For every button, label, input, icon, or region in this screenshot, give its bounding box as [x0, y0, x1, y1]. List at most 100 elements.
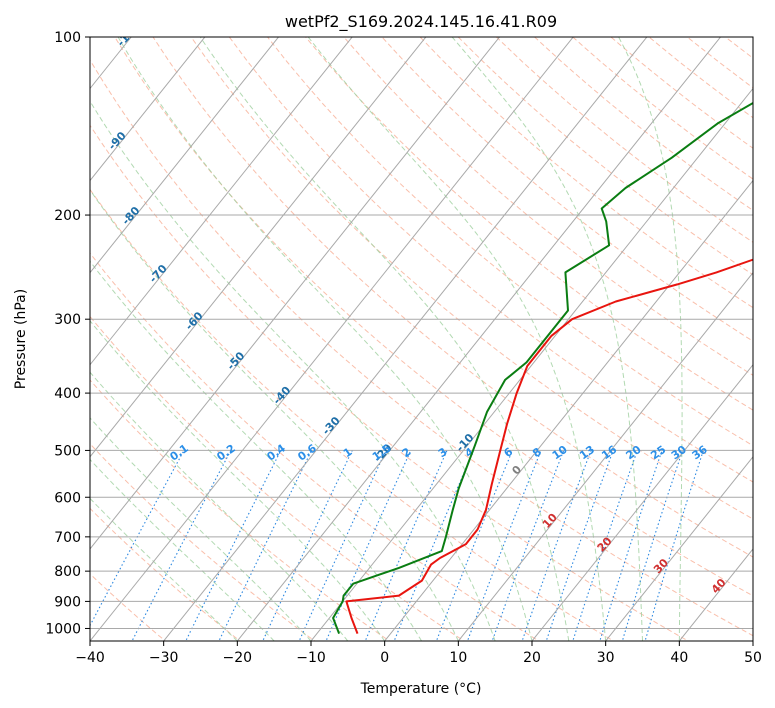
- dry-adiabat-line: [90, 124, 690, 641]
- isotherm-line: [90, 37, 427, 458]
- dewpoint-line: [332, 101, 753, 634]
- y-tick-label: 600: [54, 490, 81, 506]
- mixing-ratio-label: 13: [577, 443, 597, 462]
- mixing-ratio-line: [466, 450, 542, 641]
- dry-adiabat-line: [686, 37, 753, 89]
- isotherm-label: 30: [651, 556, 671, 576]
- temperature-line: [345, 258, 753, 634]
- dry-adiabat-line: [114, 37, 753, 597]
- background-lines: [0, 10, 775, 653]
- mixing-ratio-label: 3: [436, 445, 450, 460]
- dry-adiabat-line: [190, 37, 753, 520]
- dry-adiabat-line: [457, 37, 753, 276]
- mixing-ratio-line: [364, 450, 448, 641]
- mixing-ratio-line: [185, 450, 282, 641]
- isotherm-label: -100: [114, 20, 143, 49]
- mixing-ratio-line: [90, 450, 185, 627]
- mixing-ratio-label: 16: [599, 443, 619, 463]
- mixing-ratio-line: [644, 450, 704, 641]
- isotherm-label: -60: [183, 309, 206, 333]
- y-tick-label: 500: [54, 443, 81, 459]
- moist-adiabat-line: [451, 37, 643, 641]
- mixing-ratio-line: [491, 450, 565, 641]
- mixing-ratio-line: [262, 450, 353, 641]
- mixing-ratio-label: 36: [690, 443, 710, 463]
- isotherm-line: [605, 456, 753, 641]
- x-tick-label: −10: [296, 650, 326, 666]
- mixing-ratio-line: [435, 450, 514, 641]
- isotherm-line: [457, 271, 753, 641]
- isotherm-label: -80: [119, 204, 142, 228]
- mixing-ratio-label: 1: [341, 445, 355, 460]
- isotherm-line: [310, 87, 753, 641]
- x-tick-label: −30: [149, 650, 179, 666]
- isotherm-label: 0: [509, 463, 524, 478]
- mixing-ratio-line: [131, 450, 232, 641]
- x-tick-label: 20: [523, 650, 541, 666]
- isotherm-label: 10: [540, 511, 560, 531]
- y-tick-label: 100: [54, 30, 81, 46]
- dry-adiabat-line: [343, 37, 753, 376]
- dry-adiabat-line: [90, 507, 241, 641]
- y-axis: 100 200 300 400 500 600 700 800 900 1000: [45, 30, 90, 637]
- mixing-ratio-line: [621, 450, 684, 641]
- dry-adiabat-line: [305, 37, 753, 411]
- isotherm-label: -30: [320, 414, 343, 438]
- moist-adiabat-line: [199, 37, 570, 641]
- mixing-ratio-line: [393, 450, 475, 641]
- moist-adiabat-line: [90, 320, 386, 641]
- mixing-ratio-line: [572, 450, 638, 641]
- isotherm-line: [90, 37, 353, 366]
- mixing-ratio-line: [545, 450, 614, 641]
- dry-adiabat-line: [90, 443, 316, 641]
- y-tick-label: 1000: [45, 621, 81, 637]
- x-tick-label: 50: [744, 650, 762, 666]
- mixing-ratio-label: 10: [550, 443, 570, 463]
- mixing-ratio-line: [521, 450, 592, 641]
- mixing-ratio-label: 30: [669, 443, 689, 463]
- mixing-ratio-label: 1.5: [370, 442, 393, 464]
- x-axis-label: Temperature (°C): [360, 681, 482, 697]
- isotherm-line: [90, 37, 501, 550]
- isotherm-label: -70: [147, 262, 170, 286]
- mixing-ratio-line: [599, 450, 663, 641]
- moist-adiabat-line: [90, 371, 349, 641]
- isotherm-label: -40: [270, 384, 293, 408]
- y-tick-label: 400: [54, 386, 81, 402]
- x-tick-label: −40: [75, 650, 105, 666]
- dry-adiabat-line: [90, 252, 540, 641]
- isotherm-line: [384, 179, 753, 641]
- chart-title: wetPf2_S169.2024.145.16.41.R09: [285, 12, 557, 32]
- mixing-ratio-label: 2: [400, 445, 414, 460]
- x-axis: −40 −30 −20 −10 0 10 20 30 40 50: [75, 641, 762, 666]
- mixing-ratio-label: 20: [624, 443, 644, 463]
- moist-adiabat-line: [90, 497, 238, 641]
- moist-adiabat-line: [90, 260, 422, 641]
- isotherm-line: [163, 37, 648, 641]
- dry-adiabat-line: [228, 37, 753, 483]
- mixing-ratio-label: 6: [501, 445, 515, 460]
- y-tick-label: 800: [54, 564, 81, 580]
- y-tick-label: 700: [54, 530, 81, 546]
- isotherm-line: [90, 37, 280, 274]
- isotherm-line: [531, 363, 753, 641]
- moist-adiabat-line: [307, 37, 607, 641]
- isotherm-label: 40: [709, 576, 729, 596]
- x-tick-label: 30: [597, 650, 615, 666]
- isotherm-line: [0, 10, 6, 653]
- dry-adiabat-line: [764, 37, 775, 643]
- mixing-ratio-label: 0.4: [265, 442, 289, 464]
- mixing-ratio-label: 0.1: [168, 442, 191, 464]
- profile-lines: [332, 101, 753, 634]
- mixing-ratio-label: 8: [530, 445, 544, 460]
- y-tick-label: 300: [54, 312, 81, 328]
- plot-frame: [89, 36, 754, 642]
- isotherm-line: [236, 37, 722, 641]
- x-tick-label: 0: [380, 650, 389, 666]
- dry-adiabat-line: [90, 59, 753, 637]
- x-tick-label: 10: [449, 650, 467, 666]
- y-tick-label: 200: [54, 208, 81, 224]
- dry-adiabat-line: [90, 379, 391, 641]
